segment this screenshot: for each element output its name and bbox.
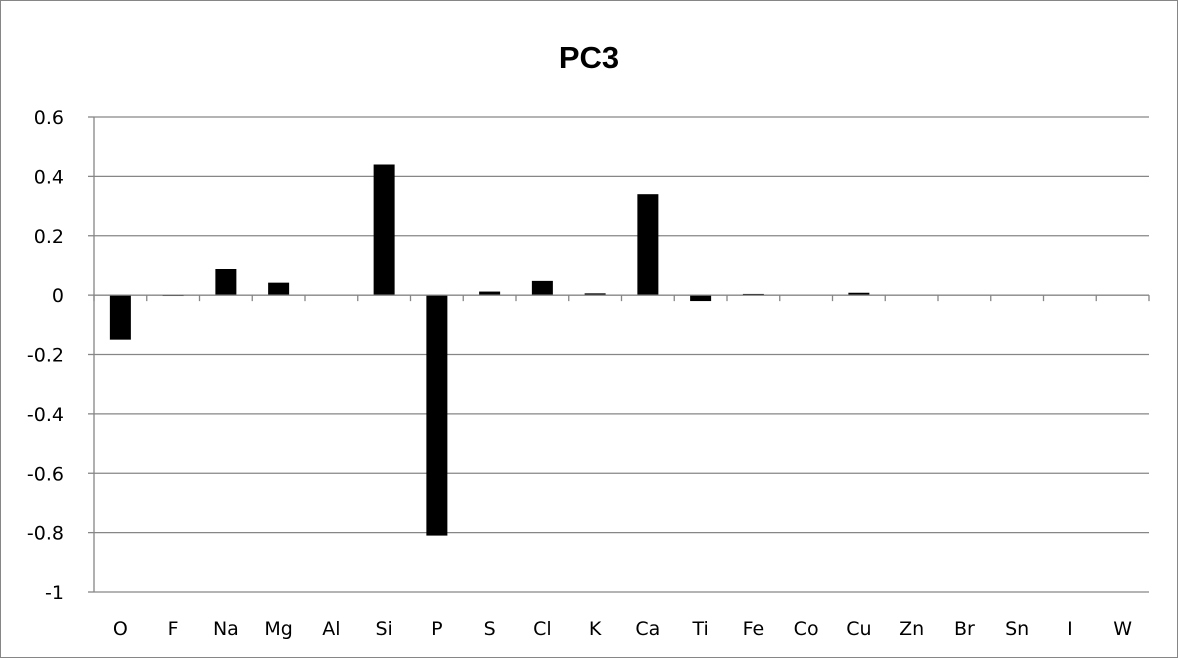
bar-o (109, 295, 131, 340)
gridlines (94, 116, 1149, 593)
x-tick-label: Fe (743, 618, 765, 640)
bar-mg (268, 282, 290, 296)
x-tick-label: K (589, 618, 602, 640)
bar-s (479, 291, 501, 296)
bar-k (584, 293, 606, 296)
y-tick-label: -0.6 (27, 463, 64, 485)
chart-title: PC3 (558, 40, 620, 75)
x-tick-label: Ca (635, 618, 660, 640)
x-tick-label: W (1113, 618, 1132, 640)
x-tick-label: Si (375, 618, 392, 640)
x-tick-label: Cl (533, 618, 552, 640)
y-tick-label: -0.2 (27, 345, 64, 367)
x-tick-label: P (431, 618, 442, 640)
x-tick-label: Cu (846, 618, 871, 640)
x-tick-label: Na (213, 618, 239, 640)
y-tick-label: 0.6 (34, 107, 64, 129)
bar-cu (848, 292, 870, 296)
x-tick-label: O (113, 618, 128, 640)
y-tick-label: -1 (45, 582, 64, 604)
bar-p (426, 295, 448, 536)
axes (88, 116, 1150, 593)
y-tick-label: 0.2 (34, 226, 64, 248)
x-tick-labels: O F Na Mg Al Si P S Cl K Ca Ti Fe Co Cu Zn Br Sn I W (113, 618, 1132, 640)
x-tick-label: I (1067, 618, 1073, 640)
x-tick-label: Ti (691, 618, 708, 640)
bar-ca (637, 194, 659, 296)
x-tick-label: Br (954, 618, 975, 640)
x-tick-label: Co (794, 618, 819, 640)
x-tick-label: Sn (1005, 618, 1029, 640)
x-tick-label: Mg (264, 618, 292, 640)
y-tick-label: -0.8 (27, 523, 64, 545)
x-tick-label: Al (322, 618, 340, 640)
x-tick-label: Zn (899, 618, 924, 640)
bars (109, 164, 1134, 536)
bar-na (215, 269, 237, 296)
y-tick-label: 0.4 (34, 166, 64, 188)
y-tick-labels: 0.6 0.4 0.2 0 -0.2 -0.4 -0.6 -0.8 -1 (27, 107, 64, 604)
y-tick-label: 0 (52, 285, 64, 307)
x-tick-label: S (484, 618, 496, 640)
bar-ti (690, 295, 712, 302)
bar-cl (531, 280, 553, 296)
x-tick-label: F (168, 618, 179, 640)
bar-si (373, 164, 395, 296)
y-tick-label: -0.4 (27, 404, 64, 426)
